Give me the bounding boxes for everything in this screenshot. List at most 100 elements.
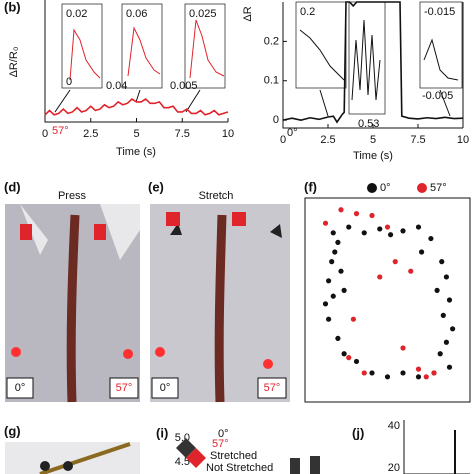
point: [392, 259, 398, 265]
inset-label: 0.2: [300, 6, 315, 18]
point: [437, 351, 443, 357]
inset-label: 0.005: [170, 80, 198, 92]
panel-label: (d): [4, 179, 21, 194]
point: [338, 207, 344, 213]
point: [440, 312, 446, 318]
y-tick-label: 0.1: [264, 75, 279, 87]
x-tick-label: 5: [133, 128, 139, 140]
legend-label: 57°: [430, 182, 447, 194]
point: [431, 370, 437, 376]
point: [415, 374, 422, 380]
photo-title: Stretch: [199, 190, 234, 202]
legend-label: 0°: [218, 428, 229, 440]
point: [361, 370, 367, 376]
inset-label: -0.005: [422, 90, 453, 102]
photo-title: Press: [58, 190, 87, 202]
inset-label: -0.015: [424, 6, 455, 18]
x-tick-label: 2.5: [320, 134, 335, 146]
point: [335, 335, 341, 341]
x-tick-label: 2.5: [83, 128, 98, 140]
point: [341, 351, 347, 357]
point: [346, 355, 352, 361]
point: [443, 274, 449, 280]
data-line: [44, 98, 229, 116]
point: [353, 358, 360, 365]
plot-frame: [304, 197, 471, 403]
x-tick-label: 10: [457, 134, 469, 146]
point: [400, 345, 406, 351]
photo-label: 57°: [264, 382, 281, 394]
x-axis-label: Time (s): [353, 150, 393, 162]
legend-marker: [367, 183, 377, 193]
y-tick-label: 0: [273, 114, 279, 126]
point: [428, 235, 434, 242]
point: [322, 301, 329, 307]
axis: [403, 420, 470, 474]
point: [346, 224, 352, 230]
point: [369, 370, 375, 376]
tick-label: 20: [388, 462, 400, 474]
legend-marker: [417, 183, 427, 193]
y-axis-label: ΔR: [242, 6, 254, 21]
point: [353, 211, 360, 217]
point: [415, 224, 422, 230]
legend-swatch: [176, 438, 320, 474]
inset-label: 0.025: [189, 8, 217, 20]
point: [330, 293, 336, 299]
inset-label: 0: [66, 76, 72, 88]
data-line: [282, 1, 464, 124]
photo-label: 0°: [160, 382, 171, 394]
point: [338, 268, 344, 274]
panel-label: (e): [148, 179, 164, 194]
photo: [150, 204, 290, 403]
inset-label: 0.06: [126, 8, 147, 20]
inset: [54, 3, 226, 113]
point: [322, 220, 329, 226]
x-tick-label: 7.5: [410, 134, 425, 146]
panel-label: (b): [4, 0, 21, 14]
x-tick-label: 0: [42, 128, 48, 140]
panel-label: (g): [4, 423, 21, 438]
panel-label: (i): [156, 425, 168, 440]
point: [332, 249, 338, 255]
point: [400, 370, 406, 376]
point: [419, 249, 425, 255]
point: [350, 316, 356, 322]
x-axis-label: Time (s): [116, 146, 156, 158]
point: [369, 212, 375, 219]
x-tick-label: 10: [222, 128, 234, 140]
point: [341, 287, 347, 293]
annotation: 57°: [52, 125, 69, 137]
point: [361, 230, 367, 236]
point: [330, 230, 336, 236]
point: [384, 224, 391, 230]
photo-label: 57°: [116, 382, 133, 394]
point: [326, 278, 332, 284]
x-tick-label: 0: [280, 134, 286, 146]
panel-label: (f): [304, 179, 317, 194]
x-tick-label: 7.5: [175, 128, 190, 140]
point: [434, 287, 440, 293]
point: [377, 226, 383, 232]
annotation: 0°: [287, 127, 298, 139]
y-tick-label: 0.2: [264, 35, 279, 47]
legend-label: Not Stretched: [206, 462, 273, 474]
point: [423, 374, 429, 380]
point: [384, 374, 391, 380]
y-axis-label: ΔR/R₀: [8, 47, 20, 78]
photo: [5, 204, 140, 403]
x-tick-label: 5: [370, 134, 376, 146]
inset-label: 0.53: [358, 118, 379, 130]
panel-label: (j): [352, 425, 364, 440]
point: [400, 228, 406, 234]
point: [329, 259, 335, 265]
inset-label: 0.02: [66, 8, 87, 20]
point: [388, 232, 394, 238]
tick-label: 4.5: [175, 456, 190, 468]
legend-label: 57°: [212, 438, 229, 450]
point: [439, 259, 445, 265]
point: [415, 366, 422, 372]
point: [377, 274, 383, 280]
legend-label: Stretched: [210, 450, 257, 462]
inset-label: 0.04: [106, 80, 127, 92]
